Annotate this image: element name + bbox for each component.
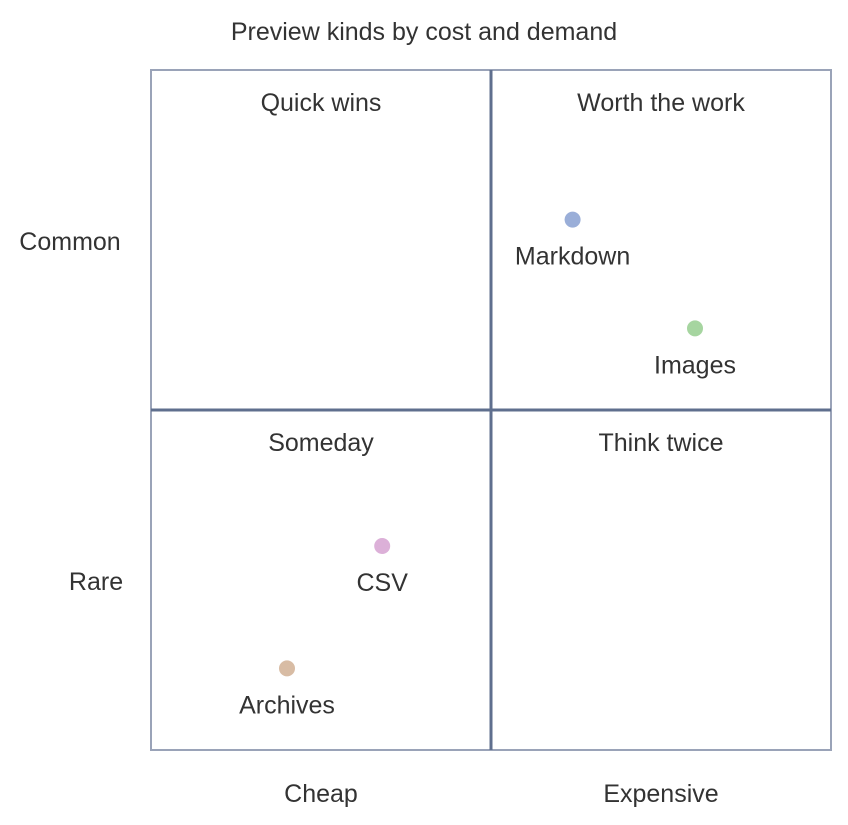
y-axis-label-rare: Rare	[69, 568, 123, 596]
x-axis-label-expensive: Expensive	[603, 780, 718, 808]
point-markdown	[564, 211, 581, 228]
point-archives	[279, 660, 295, 677]
quadrant-label-top-right: Worth the work	[577, 89, 745, 117]
point-label-markdown: Markdown	[515, 243, 630, 271]
point-label-archives: Archives	[239, 691, 335, 719]
quadrant-label-bottom-left: Someday	[268, 429, 374, 457]
point-label-images: Images	[654, 351, 736, 379]
quadrant-label-bottom-right: Think twice	[598, 429, 723, 457]
point-csv	[374, 538, 391, 554]
point-images	[687, 320, 703, 337]
x-axis-label-cheap: Cheap	[284, 780, 358, 808]
data-points: Markdown Images CSV Archives	[239, 211, 736, 719]
chart-title: Preview kinds by cost and demand	[231, 18, 617, 46]
y-axis-label-common: Common	[19, 228, 120, 256]
point-label-csv: CSV	[356, 569, 408, 597]
quadrant-label-top-left: Quick wins	[261, 89, 382, 117]
